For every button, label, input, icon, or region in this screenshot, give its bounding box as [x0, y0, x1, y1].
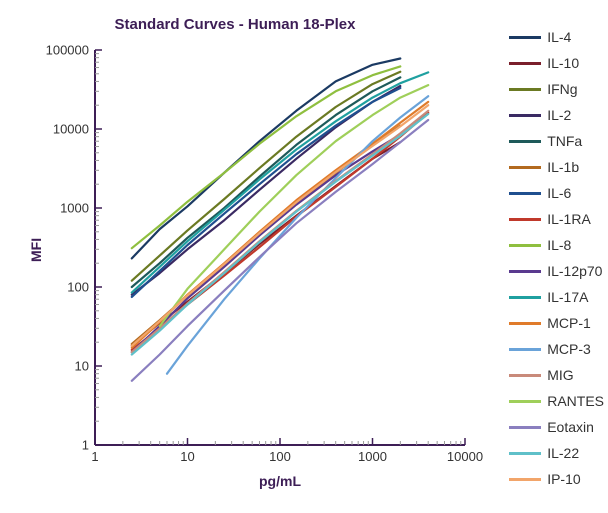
x-axis-label: pg/mL [95, 473, 465, 489]
y-tick: 100 [67, 280, 95, 295]
legend-item: IL-8 [509, 232, 604, 258]
x-tick: 1000 [358, 445, 387, 464]
series-IL-6 [132, 88, 401, 297]
chart-container: Standard Curves - Human 18-Plex MFI pg/m… [0, 0, 608, 513]
legend-swatch [509, 218, 541, 221]
legend-label: IL-4 [547, 29, 571, 45]
legend-label: IL-22 [547, 445, 579, 461]
legend-item: IL-1b [509, 154, 604, 180]
legend-swatch [509, 270, 541, 273]
legend-label: IP-10 [547, 471, 580, 487]
legend-swatch [509, 478, 541, 481]
chart-title: Standard Curves - Human 18-Plex [0, 16, 470, 33]
legend-label: IL-1b [547, 159, 579, 175]
plot-area: 110100100010000100000110100100010000 [95, 50, 465, 445]
legend-swatch [509, 114, 541, 117]
legend-label: MCP-3 [547, 341, 591, 357]
legend-swatch [509, 62, 541, 65]
legend-item: IL-6 [509, 180, 604, 206]
legend-item: Eotaxin [509, 414, 604, 440]
legend-item: IL-1RA [509, 206, 604, 232]
legend-swatch [509, 426, 541, 429]
legend-swatch [509, 192, 541, 195]
x-tick: 10 [180, 445, 194, 464]
legend-swatch [509, 374, 541, 377]
y-tick: 10 [75, 359, 95, 374]
legend-item: IL-2 [509, 102, 604, 128]
legend-label: IFNg [547, 81, 577, 97]
legend-swatch [509, 296, 541, 299]
legend-label: IL-12p70 [547, 263, 602, 279]
legend: IL-4 IL-10 IFNg IL-2 TNFa IL-1b IL-6 IL-1RA IL-8… [509, 24, 604, 492]
series-svg [95, 50, 465, 445]
legend-item: IL-10 [509, 50, 604, 76]
legend-item: IL-17A [509, 284, 604, 310]
series-IFNg [132, 72, 401, 281]
legend-swatch [509, 322, 541, 325]
legend-label: IL-1RA [547, 211, 591, 227]
series-IL-2 [132, 86, 401, 295]
legend-item: MCP-1 [509, 310, 604, 336]
y-tick: 100000 [46, 43, 95, 58]
legend-item: IFNg [509, 76, 604, 102]
legend-label: MCP-1 [547, 315, 591, 331]
legend-swatch [509, 166, 541, 169]
y-axis-label: MFI [28, 237, 44, 261]
legend-item: IP-10 [509, 466, 604, 492]
legend-item: MCP-3 [509, 336, 604, 362]
legend-item: IL-4 [509, 24, 604, 50]
legend-item: RANTES [509, 388, 604, 414]
legend-label: IL-8 [547, 237, 571, 253]
legend-swatch [509, 88, 541, 91]
legend-label: IL-17A [547, 289, 588, 305]
x-tick: 10000 [447, 445, 483, 464]
legend-label: TNFa [547, 133, 582, 149]
legend-label: IL-6 [547, 185, 571, 201]
legend-item: MIG [509, 362, 604, 388]
legend-label: MIG [547, 367, 573, 383]
legend-swatch [509, 140, 541, 143]
legend-swatch [509, 244, 541, 247]
legend-item: IL-22 [509, 440, 604, 466]
legend-swatch [509, 36, 541, 39]
y-tick: 1000 [60, 201, 95, 216]
legend-label: Eotaxin [547, 419, 594, 435]
x-tick: 1 [91, 445, 98, 464]
y-tick: 10000 [53, 122, 95, 137]
legend-label: IL-2 [547, 107, 571, 123]
series-IL-8 [132, 66, 401, 248]
legend-swatch [509, 400, 541, 403]
legend-swatch [509, 452, 541, 455]
legend-item: TNFa [509, 128, 604, 154]
legend-swatch [509, 348, 541, 351]
legend-label: IL-10 [547, 55, 579, 71]
x-tick: 100 [269, 445, 291, 464]
legend-item: IL-12p70 [509, 258, 604, 284]
legend-label: RANTES [547, 393, 604, 409]
